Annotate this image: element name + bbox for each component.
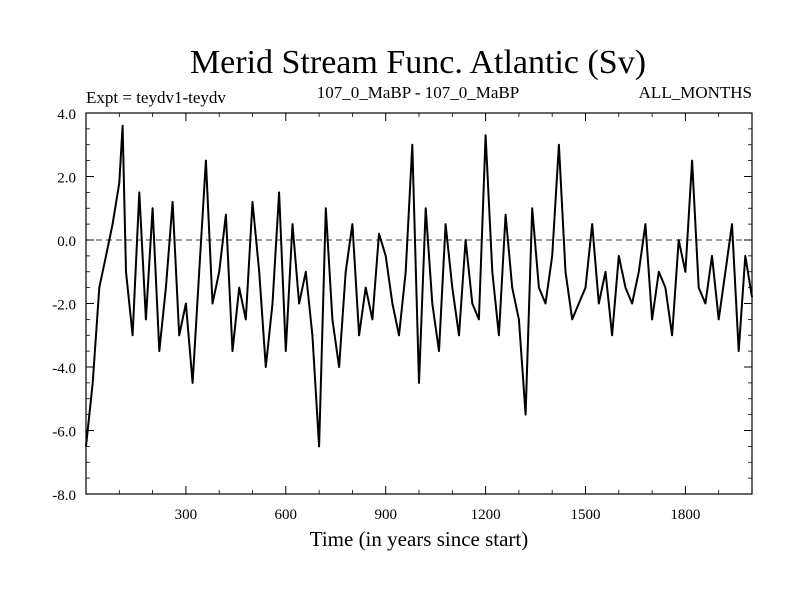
y-tick-label: 4.0 bbox=[57, 107, 76, 123]
x-tick-label: 600 bbox=[275, 507, 298, 523]
x-tick-label: 1800 bbox=[670, 507, 700, 523]
x-tick-label: 900 bbox=[374, 507, 397, 523]
y-tick-label: 2.0 bbox=[57, 171, 76, 187]
x-tick-label: 1200 bbox=[471, 507, 501, 523]
series-line-group bbox=[85, 124, 753, 448]
subtitle-left: Expt = teydv1-teydv bbox=[86, 88, 226, 107]
y-tick-label: -2.0 bbox=[52, 298, 76, 314]
y-tick-label: -6.0 bbox=[52, 425, 76, 441]
y-tick-label: -4.0 bbox=[52, 361, 76, 377]
y-axis: 4.0 2.0 0.0 -2.0 -4.0 -6.0 -8.0 bbox=[52, 107, 752, 504]
x-axis: 300 600 900 1200 1500 1800 bbox=[118, 113, 720, 523]
y-tick-label: 0.0 bbox=[57, 234, 76, 250]
subtitle-center: 107_0_MaBP - 107_0_MaBP bbox=[317, 83, 519, 102]
chart-title: Merid Stream Func. Atlantic (Sv) bbox=[190, 44, 646, 81]
x-tick-label: 1500 bbox=[571, 507, 601, 523]
x-tick-label: 300 bbox=[175, 507, 198, 523]
subtitle-right: ALL_MONTHS bbox=[639, 83, 752, 102]
x-axis-label: Time (in years since start) bbox=[310, 527, 529, 551]
y-tick-label: -8.0 bbox=[52, 488, 76, 504]
series-line bbox=[85, 124, 753, 448]
